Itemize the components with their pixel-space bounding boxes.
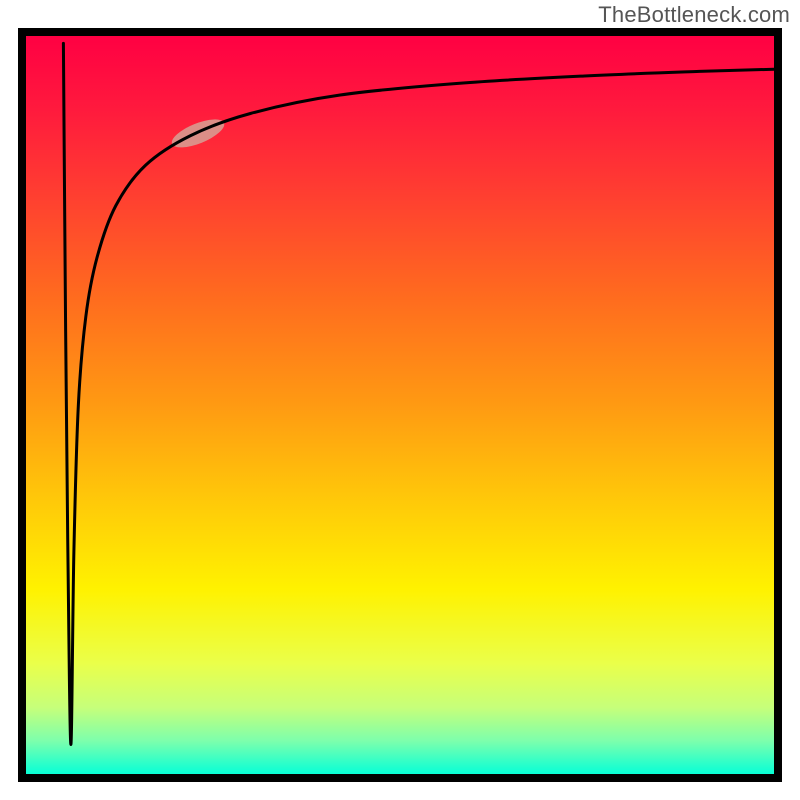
- gradient-background: [26, 36, 774, 774]
- bottleneck-chart: [0, 0, 800, 800]
- attribution-text: TheBottleneck.com: [598, 2, 790, 28]
